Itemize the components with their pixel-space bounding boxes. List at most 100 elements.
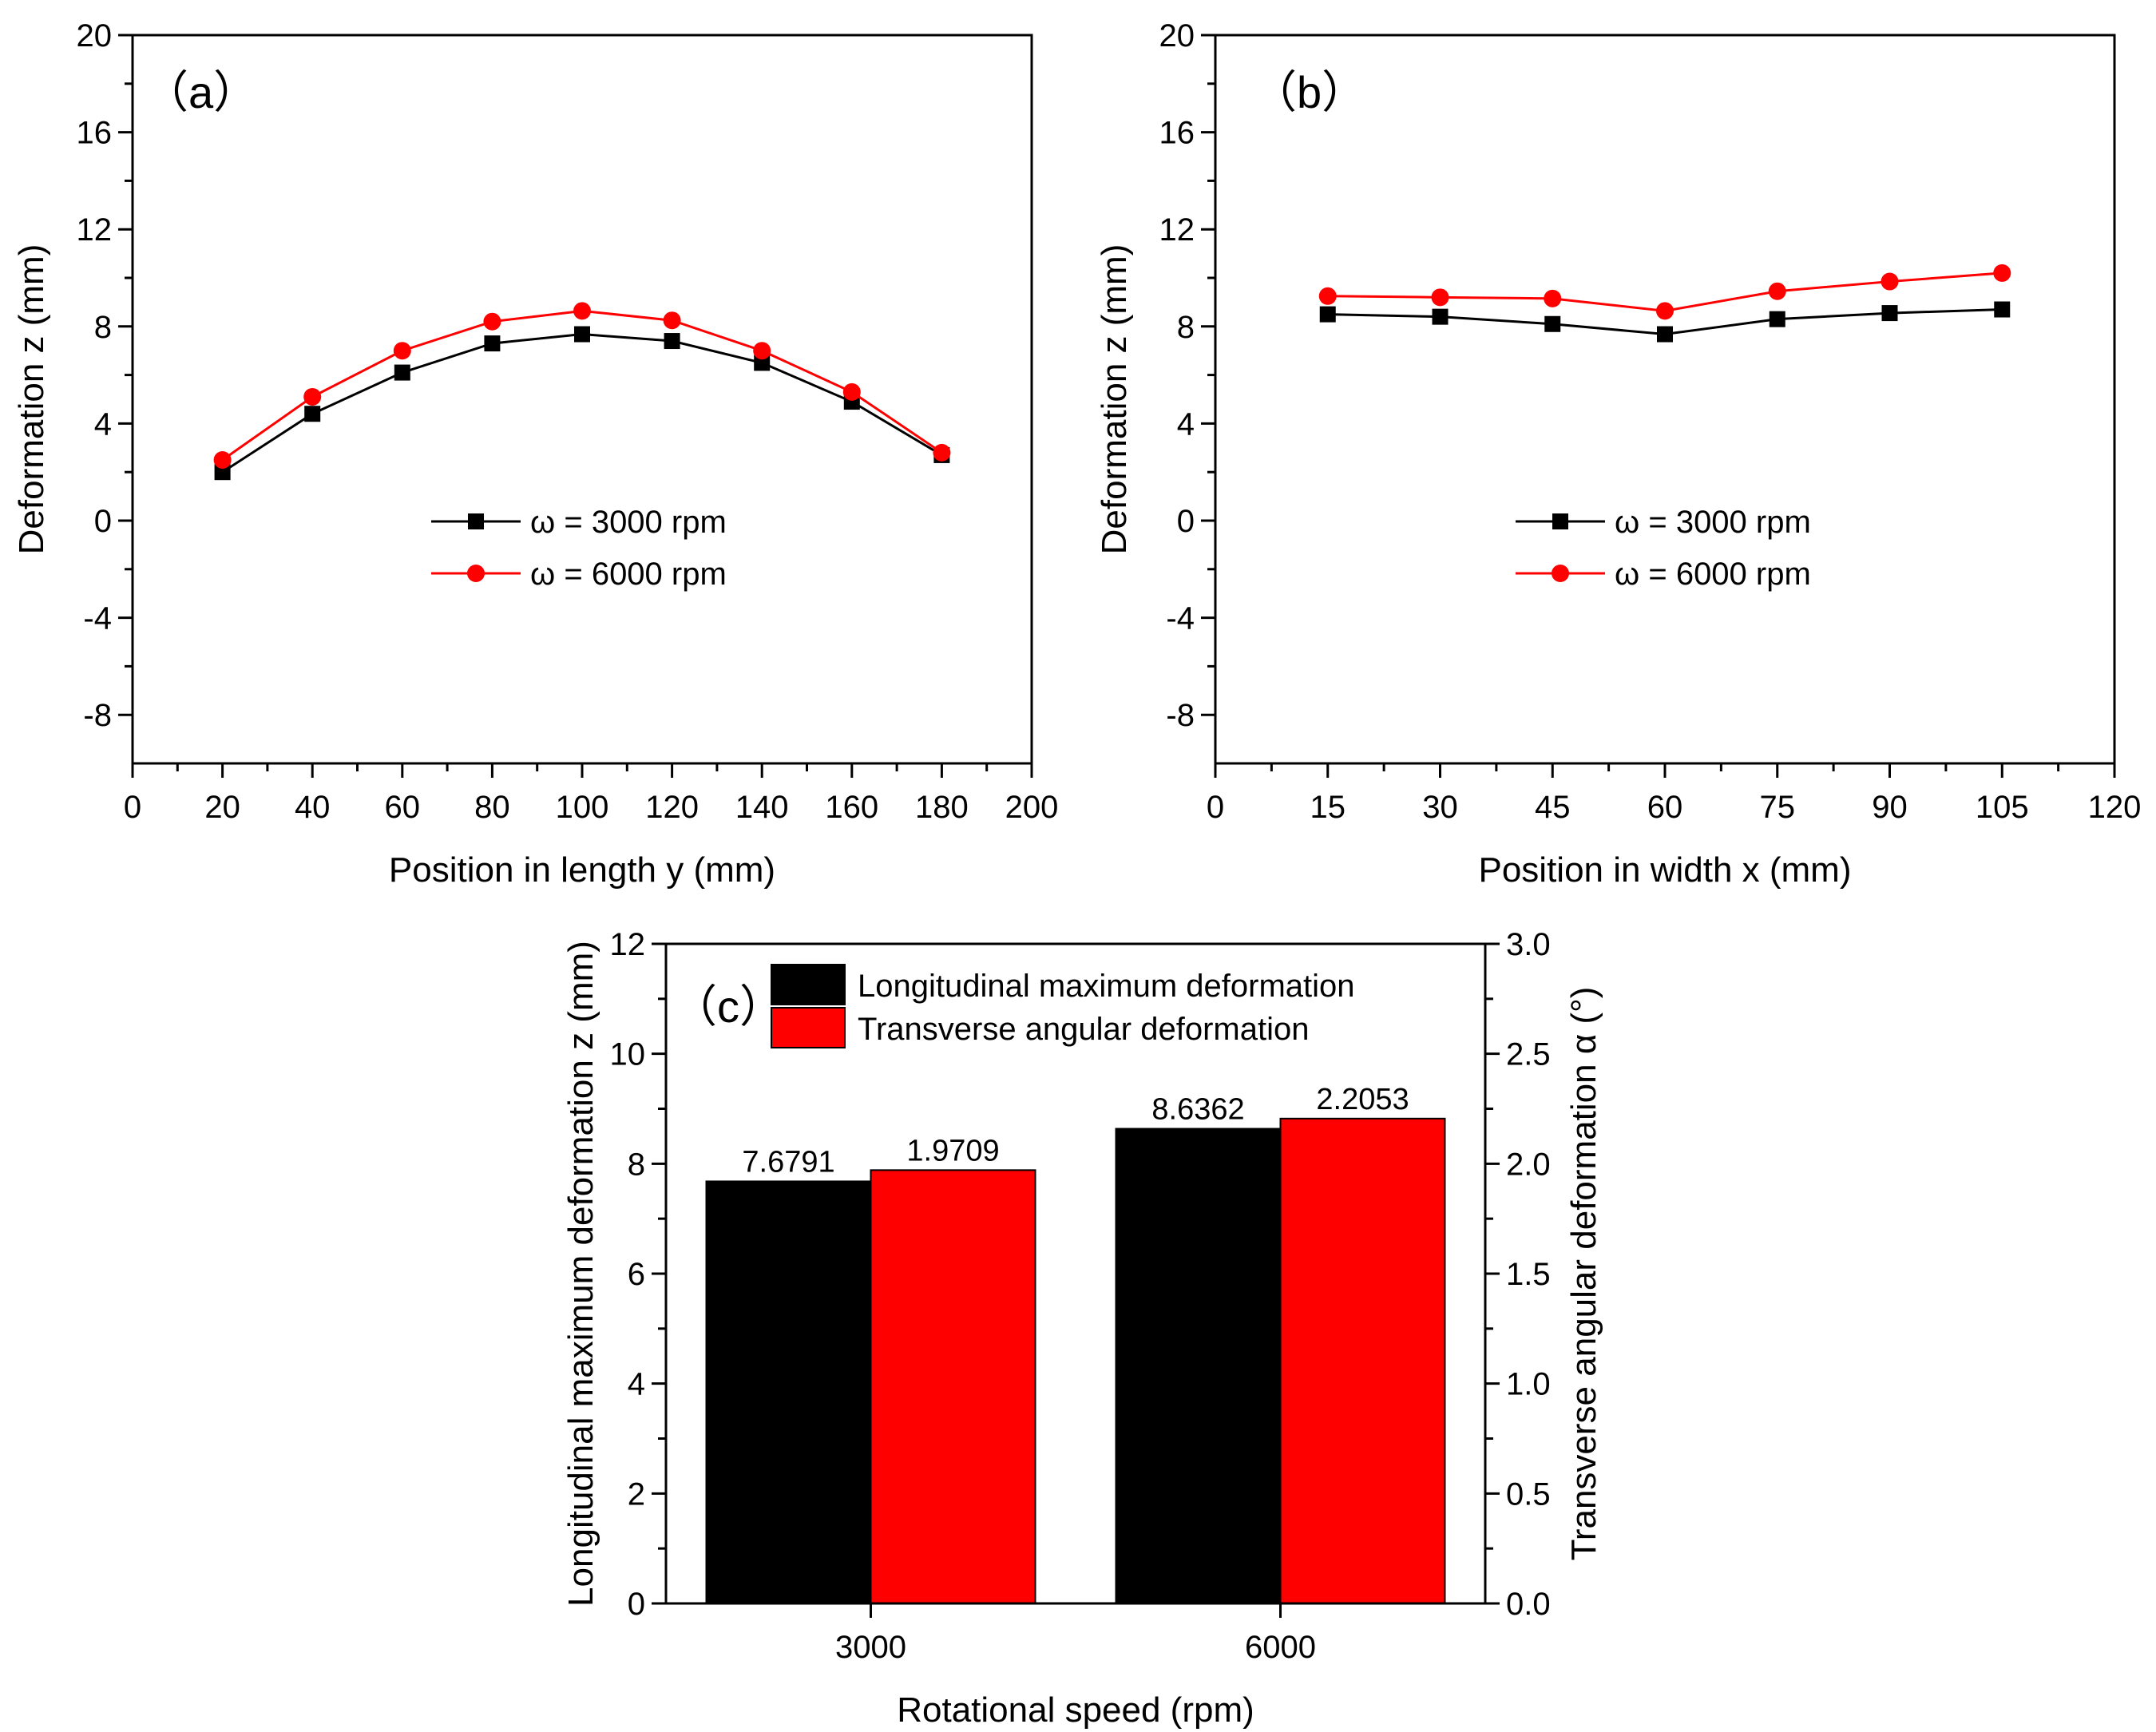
x-tick-label: 120	[2088, 790, 2142, 825]
x-tick-label: 3000	[835, 1630, 906, 1665]
data-point	[214, 464, 231, 481]
data-point	[1769, 311, 1785, 327]
data-point	[1544, 315, 1561, 332]
y-tick-label: -4	[1166, 601, 1195, 636]
y-right-tick-label: 3.0	[1506, 927, 1551, 962]
data-point	[1319, 306, 1336, 323]
x-axis-label: Position in length y (mm)	[389, 850, 775, 890]
bar	[1279, 1117, 1446, 1604]
legend-label: ω = 6000 rpm	[1615, 557, 1811, 592]
data-point	[574, 326, 590, 343]
x-tick-label: 90	[1872, 790, 1908, 825]
data-point	[394, 364, 410, 381]
data-point	[664, 333, 680, 350]
y-tick-label: 0	[628, 1587, 645, 1622]
data-point	[753, 342, 771, 360]
y-tick-label: 16	[1159, 116, 1195, 151]
y-right-tick-label: 2.0	[1506, 1147, 1551, 1182]
bar-value-label: 2.2053	[1316, 1083, 1409, 1116]
y-tick-label: 12	[77, 212, 113, 248]
y-tick-label: 0	[94, 504, 112, 539]
x-tick-label: 105	[1976, 790, 2029, 825]
data-point	[1768, 282, 1786, 300]
y-tick-label: -4	[83, 601, 112, 636]
bar-value-label: 8.6362	[1151, 1093, 1244, 1127]
data-point	[1656, 302, 1674, 320]
data-point	[842, 382, 861, 401]
y-axis-label: Deformation z (mm)	[1095, 244, 1134, 555]
data-point	[1544, 289, 1562, 307]
data-point	[1431, 288, 1449, 307]
x-tick-label: 15	[1310, 790, 1346, 825]
data-point	[483, 312, 501, 331]
x-tick-label: 0	[124, 790, 141, 825]
data-point	[573, 302, 591, 320]
y-tick-label: 8	[1177, 310, 1195, 345]
x-tick-label: 75	[1760, 790, 1796, 825]
x-tick-label: 100	[556, 790, 609, 825]
y-tick-label: -8	[83, 698, 112, 733]
x-tick-label: 120	[645, 790, 699, 825]
legend-marker	[467, 565, 485, 582]
x-tick-label: 160	[825, 790, 878, 825]
bar	[705, 1180, 872, 1605]
data-point	[1993, 264, 2011, 282]
legend-swatch	[771, 1007, 846, 1048]
line-chart-panel-0: 0 20 40 60 80 100 120 140 160 180 200 -8 -4 0 4 8 12 16 20…	[12, 18, 1058, 890]
panel-label: （a）	[144, 67, 258, 117]
x-tick-label: 30	[1422, 790, 1458, 825]
y-right-tick-label: 0.0	[1506, 1587, 1551, 1622]
data-point	[213, 451, 232, 469]
bar-value-label: 1.9709	[906, 1134, 999, 1167]
y-tick-label: 8	[94, 310, 112, 345]
legend-marker	[468, 513, 484, 529]
legend-label: Longitudinal maximum deformation	[858, 969, 1355, 1004]
data-point	[754, 355, 771, 371]
panel-label: （c）	[672, 981, 784, 1032]
bar-value-label: 7.6791	[742, 1145, 834, 1179]
legend-label: Transverse angular deformation	[858, 1012, 1309, 1047]
data-point	[933, 443, 951, 462]
x-tick-label: 200	[1005, 790, 1059, 825]
y-tick-label: 6	[628, 1257, 645, 1292]
y-tick-label: -8	[1166, 698, 1195, 733]
x-tick-label: 60	[385, 790, 421, 825]
y-tick-label: 20	[1159, 18, 1195, 54]
y-tick-label: 4	[94, 406, 112, 442]
data-point	[1881, 305, 1898, 322]
y-right-tick-label: 0.5	[1506, 1476, 1551, 1512]
legend-label: ω = 3000 rpm	[530, 505, 727, 540]
y-tick-label: 10	[610, 1037, 646, 1072]
data-point	[1432, 308, 1449, 325]
panel-label: （b）	[1252, 67, 1366, 117]
plot-frame	[131, 34, 1033, 765]
line-chart-panel-1: 0 15 30 45 60 75 90 105 120 -8 -4 0 4 8 12 16 20 Position…	[1095, 18, 2141, 890]
x-tick-label: 40	[295, 790, 331, 825]
x-tick-label: 45	[1535, 790, 1571, 825]
y-right-tick-label: 1.5	[1506, 1257, 1551, 1292]
data-point	[1994, 301, 2011, 318]
legend-marker	[1552, 513, 1568, 529]
data-point	[663, 311, 681, 330]
x-tick-label: 6000	[1245, 1630, 1316, 1665]
x-tick-label: 80	[474, 790, 510, 825]
y-right-tick-label: 1.0	[1506, 1367, 1551, 1402]
y-tick-label: 2	[628, 1476, 645, 1512]
y-tick-label: 4	[628, 1367, 645, 1402]
series-line-0	[221, 333, 943, 474]
data-point	[303, 387, 322, 406]
legend-swatch	[771, 964, 846, 1005]
y-tick-label: 8	[628, 1147, 645, 1182]
y-tick-label: 0	[1177, 504, 1195, 539]
x-tick-label: 20	[204, 790, 240, 825]
plot-frame	[1214, 34, 2116, 765]
bar	[1115, 1128, 1282, 1605]
data-point	[1318, 287, 1337, 305]
y-right-axis-label: Transverse angular deformation α (°)	[1564, 987, 1603, 1561]
legend-label: ω = 6000 rpm	[530, 557, 727, 592]
data-point	[304, 406, 321, 422]
data-point	[484, 335, 501, 352]
x-tick-label: 180	[915, 790, 969, 825]
y-tick-label: 20	[77, 18, 113, 54]
